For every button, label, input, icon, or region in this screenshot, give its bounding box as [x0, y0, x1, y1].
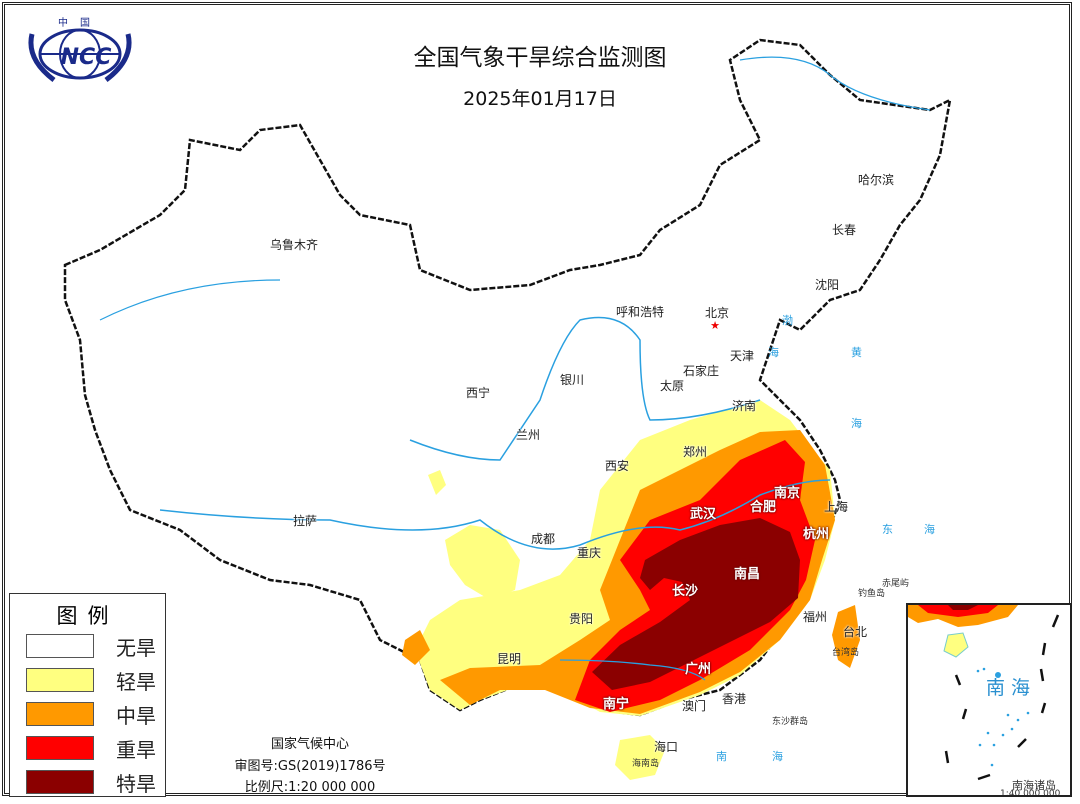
island-label: 海南岛 — [632, 759, 660, 769]
city-label: 南京 — [774, 486, 801, 501]
city-label: 沈阳 — [815, 278, 840, 292]
capital-star-icon: ★ — [710, 319, 720, 332]
yellow-river — [409, 316, 761, 461]
city-label: 海口 — [654, 740, 679, 754]
inset-sea-label: 南海 — [986, 677, 1037, 699]
sea-label-donghai: 海 — [924, 523, 935, 536]
city-label: 北京 — [705, 306, 730, 320]
legend-label: 特旱 — [116, 772, 156, 796]
city-label: 杭州 — [803, 527, 830, 542]
city-label: 长沙 — [672, 584, 699, 599]
city-label: 南昌 — [734, 567, 761, 582]
city-label: 拉萨 — [293, 514, 318, 528]
map-title: 全国气象干旱综合监测图 — [413, 45, 667, 71]
drought-light-qinghai — [428, 470, 446, 495]
legend-item-moderate: 中旱 — [18, 702, 158, 728]
credit-agency: 国家气候中心 — [270, 737, 349, 752]
city-label: 上海 — [824, 500, 849, 514]
sea-label-donghai: 东 — [882, 523, 893, 536]
credit-scale: 比例尺:1:20 000 000 — [244, 780, 376, 795]
legend-swatch — [26, 736, 94, 760]
city-label: 成都 — [531, 532, 556, 546]
south-china-sea-inset: 南海 南海诸岛 1:40 000 000 — [906, 603, 1072, 797]
sea-label-nanhai: 南 — [716, 750, 727, 763]
sea-label-huanghai: 黄 — [851, 346, 862, 359]
inset-scale: 1:40 000 000 — [1000, 789, 1061, 797]
map-frame — [2, 2, 1072, 796]
legend-item-none: 无旱 — [18, 634, 158, 660]
legend-item-extreme: 特旱 — [18, 770, 158, 796]
sea-label-bohai: 渤 — [782, 314, 793, 327]
legend-swatch — [26, 668, 94, 692]
city-label: 福州 — [803, 610, 828, 624]
tarim-river — [99, 279, 281, 321]
legend-label: 轻旱 — [116, 670, 156, 694]
inset-map — [908, 605, 1060, 781]
city-label: 济南 — [732, 399, 757, 413]
yangtze-river — [159, 479, 831, 550]
city-label: 广州 — [685, 662, 712, 677]
city-label: 乌鲁木齐 — [270, 238, 319, 252]
island-label: 钓鱼岛 — [858, 589, 886, 599]
legend-swatch — [26, 770, 94, 794]
city-label: 昆明 — [497, 652, 522, 666]
legend-item-severe: 重旱 — [18, 736, 158, 762]
legend-swatch — [26, 702, 94, 726]
ncc-logo: NCC 中国 — [24, 14, 136, 90]
sea-label-huanghai: 海 — [851, 417, 862, 430]
city-label: 银川 — [560, 373, 585, 387]
city-label: 天津 — [730, 349, 755, 363]
drought-moderate-yunnan — [402, 630, 430, 665]
legend-label: 重旱 — [116, 738, 156, 762]
drought-extreme-region — [592, 518, 800, 690]
island-label: 台湾岛 — [832, 648, 860, 658]
city-label: 哈尔滨 — [858, 173, 895, 187]
legend-item-light: 轻旱 — [18, 668, 158, 694]
city-label: 郑州 — [683, 445, 708, 459]
city-label: 台北 — [843, 625, 868, 639]
city-label: 长春 — [832, 223, 857, 237]
city-label: 贵阳 — [569, 612, 594, 626]
logo-country: 中国 — [58, 16, 102, 29]
island-label: 赤尾屿 — [882, 579, 910, 589]
map-date: 2025年01月17日 — [463, 88, 617, 110]
logo-text: NCC — [61, 45, 112, 70]
legend-label: 中旱 — [116, 704, 156, 728]
heilongjiang-river — [739, 56, 931, 111]
legend-label: 无旱 — [116, 636, 156, 660]
inset-title: 南海诸岛 — [1012, 779, 1056, 792]
island-label: 东沙群岛 — [772, 717, 809, 727]
sea-label-bohai: 海 — [768, 346, 779, 359]
city-label: 西安 — [605, 459, 630, 473]
city-label: 武汉 — [690, 507, 717, 522]
drought-light-sichuan — [445, 525, 520, 600]
city-label: 西宁 — [466, 386, 491, 400]
city-label: 南宁 — [603, 697, 630, 712]
credit-approval: 审图号:GS(2019)1786号 — [234, 759, 386, 774]
city-label: 合肥 — [750, 500, 777, 515]
city-label: 香港 — [722, 692, 747, 706]
drought-moderate-taiwan — [832, 605, 860, 668]
pearl-river — [559, 659, 706, 681]
city-label: 太原 — [660, 379, 685, 393]
city-label: 石家庄 — [683, 364, 720, 378]
legend-title: 图例 — [56, 604, 119, 628]
drought-light-hainan — [615, 735, 665, 780]
legend: 图例 无旱 轻旱 中旱 重旱 特旱 — [9, 593, 166, 797]
city-label: 重庆 — [577, 546, 602, 560]
sea-label-nanhai: 海 — [772, 750, 783, 763]
city-label: 澳门 — [682, 699, 707, 713]
city-label: 呼和浩特 — [616, 305, 665, 319]
city-label: 兰州 — [516, 428, 541, 442]
legend-swatch — [26, 634, 94, 658]
